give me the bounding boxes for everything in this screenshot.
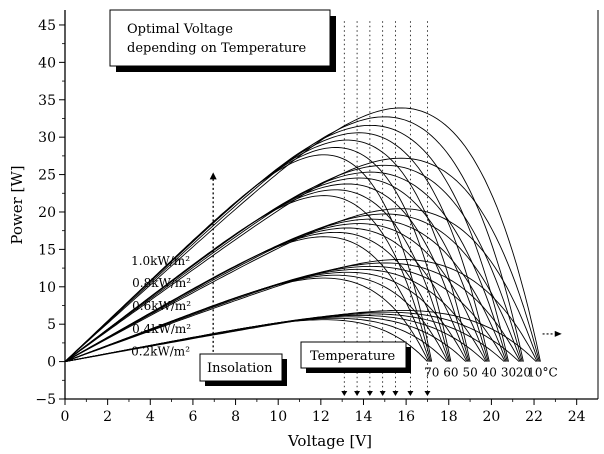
optimal-voltage-box: Optimal Voltage depending on Temperature [109,9,336,72]
optimal-voltage-line-1: Optimal Voltage [127,22,233,37]
x-tick-label: 10 [269,409,287,425]
x-tick-label: 14 [355,409,373,425]
y-tick-label: 5 [47,317,56,333]
temperature-value-label: 70 [424,366,439,380]
x-tick-label: 2 [103,409,112,425]
insolation-level-label: 0.6kW/m² [132,299,191,313]
optimal-voltage-line-2: depending on Temperature [127,41,307,56]
insolation-level-label: 0.8kW/m² [132,276,191,290]
x-tick-label: 4 [146,409,155,425]
temperature-box: Temperature [300,341,411,373]
temperature-value-label: 40 [482,366,497,380]
pv-curve-8-50c [64,183,470,362]
x-tick-label: 20 [482,409,500,425]
pv-curve-8-20c [64,164,523,362]
x-axis-title: Voltage [V] [287,432,372,450]
pv-curve-6-40c [64,223,488,362]
y-tick-label: 15 [38,242,56,258]
pv-curve-6-10c [64,208,539,362]
insolation-arrow-head [209,172,217,180]
pv-curve-10-30c [64,124,509,362]
temperature-value-label: 50 [462,366,477,380]
pv-curve-4-30c [64,265,506,363]
y-tick-label: 40 [38,55,56,71]
pv-curve-2-10c [64,309,537,363]
x-tick-label: 24 [568,409,586,425]
optimal-voltage-arrow-70c [341,391,348,397]
insolation-label: Insolation [207,361,273,376]
pv-curve-8-10c [64,157,540,362]
pv-curve-4-10c [64,258,538,363]
temperature-value-label: 30 [501,366,516,380]
pv-curve-6-20c [64,213,522,362]
optimal-voltage-arrow-30c [392,391,399,397]
y-tick-label: 0 [47,355,56,371]
insolation-level-label: 1.0kW/m² [131,254,190,268]
pv-curve-10-20c [64,116,524,362]
y-axis-title: Power [W] [8,165,26,244]
pv-curve-8-60c [64,189,451,362]
temperature-arrow-head [554,330,562,337]
pv-curve-4-20c [64,262,521,363]
insolation-level-label: 0.4kW/m² [132,322,191,336]
y-tick-label: 35 [38,93,56,109]
pv-curve-8-70c [64,195,432,362]
curves-layer [64,107,541,363]
temperature-label: Temperature [310,349,395,364]
insolation-level-label: 0.2kW/m² [131,345,190,359]
y-tick-label: 25 [38,168,56,184]
optimal-voltage-guides [209,21,562,397]
y-tick-label: 10 [38,280,56,296]
temperature-value-label: 60 [443,366,458,380]
x-tick-label: 12 [312,409,330,425]
x-tick-label: 6 [188,409,197,425]
pv-curve-6-50c [64,227,469,362]
y-tick-label: 30 [38,130,56,146]
x-tick-label: 16 [397,409,415,425]
temperature-value-label: 10°C [527,366,557,380]
optimal-voltage-arrow-10c [424,391,431,397]
y-tick-label: 20 [38,205,56,221]
y-tick-label: 45 [38,18,56,34]
pv-curve-6-30c [64,218,507,362]
pv-curve-8-30c [64,171,508,362]
temperature-value-label: 20 [516,366,531,380]
optimal-voltage-arrow-40c [379,391,386,397]
labels-layer: 1.0kW/m² 0.8kW/m² 0.6kW/m² 0.4kW/m² 0.2kW/m²… [131,254,558,379]
optimal-voltage-arrow-20c [407,391,414,397]
optimal-voltage-arrow-60c [354,391,361,397]
y-tick-label: −5 [35,392,56,408]
x-tick-label: 18 [440,409,458,425]
pv-curve-10-10c [64,107,541,362]
x-tick-label: 0 [61,409,70,425]
insolation-box: Insolation [199,353,287,386]
x-tick-label: 22 [525,409,543,425]
x-tick-label: 8 [231,409,240,425]
pv-curve-8-40c [64,177,489,362]
optimal-voltage-arrow-50c [366,391,373,397]
axes-layer: 0 2 4 6 8 10 12 14 16 18 20 22 24−505101520253035404… [35,10,599,425]
